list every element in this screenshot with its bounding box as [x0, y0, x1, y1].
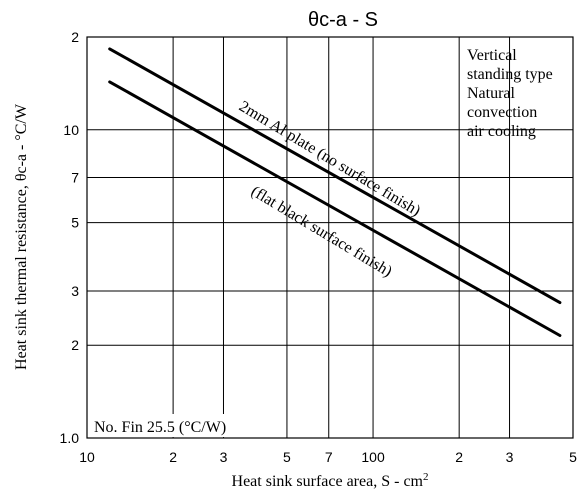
x-tick-label-2: 3 — [220, 449, 228, 465]
fin-note: No. Fin 25.5 (°C/W) — [94, 419, 226, 436]
x-tick-label-7: 3 — [506, 449, 514, 465]
chart-title: θc-a - S — [308, 9, 378, 31]
x-tick-label-4: 7 — [325, 449, 333, 465]
conditions-line-5: air cooling — [467, 123, 536, 140]
grid-lines — [87, 37, 573, 438]
x-tick-labels: 10 2 3 5 7 100 2 3 5 — [79, 449, 577, 465]
x-axis-label: Heat sink surface area, S - cm2 — [232, 471, 429, 490]
conditions-line-4: convection — [467, 104, 537, 121]
y-tick-label-6: 2 — [71, 29, 79, 45]
y-tick-label-5: 10 — [63, 122, 79, 138]
y-tick-label-2: 3 — [71, 283, 79, 299]
y-tick-labels: 1.0 2 3 5 7 10 2 — [60, 29, 80, 446]
y-tick-label-0: 1.0 — [60, 430, 80, 446]
fin-note-background — [88, 414, 272, 437]
y-axis-label: Heat sink thermal resistance, θc-a - °C/… — [13, 103, 30, 370]
x-tick-label-3: 5 — [283, 449, 291, 465]
x-tick-label-5: 100 — [361, 449, 385, 465]
conditions-line-1: Vertical — [467, 47, 517, 64]
series-line-1 — [108, 47, 562, 305]
conditions-line-2: standing type — [467, 66, 553, 83]
x-tick-label-1: 2 — [169, 449, 177, 465]
conditions-note: Vertical standing type Natural convectio… — [467, 47, 557, 140]
x-tick-label-6: 2 — [455, 449, 463, 465]
series-lines — [108, 47, 562, 337]
x-tick-label-0: 10 — [79, 449, 95, 465]
plot-frame — [86, 36, 574, 439]
x-axis-label-superscript: 2 — [423, 471, 429, 483]
y-tick-label-4: 7 — [71, 170, 79, 186]
x-axis-label-text: Heat sink surface area, S - cm — [232, 473, 424, 490]
series-line-2 — [108, 80, 562, 337]
conditions-line-3: Natural — [467, 85, 516, 102]
y-tick-label-1: 2 — [71, 337, 79, 353]
x-tick-label-8: 5 — [569, 449, 577, 465]
y-tick-label-3: 5 — [71, 215, 79, 231]
